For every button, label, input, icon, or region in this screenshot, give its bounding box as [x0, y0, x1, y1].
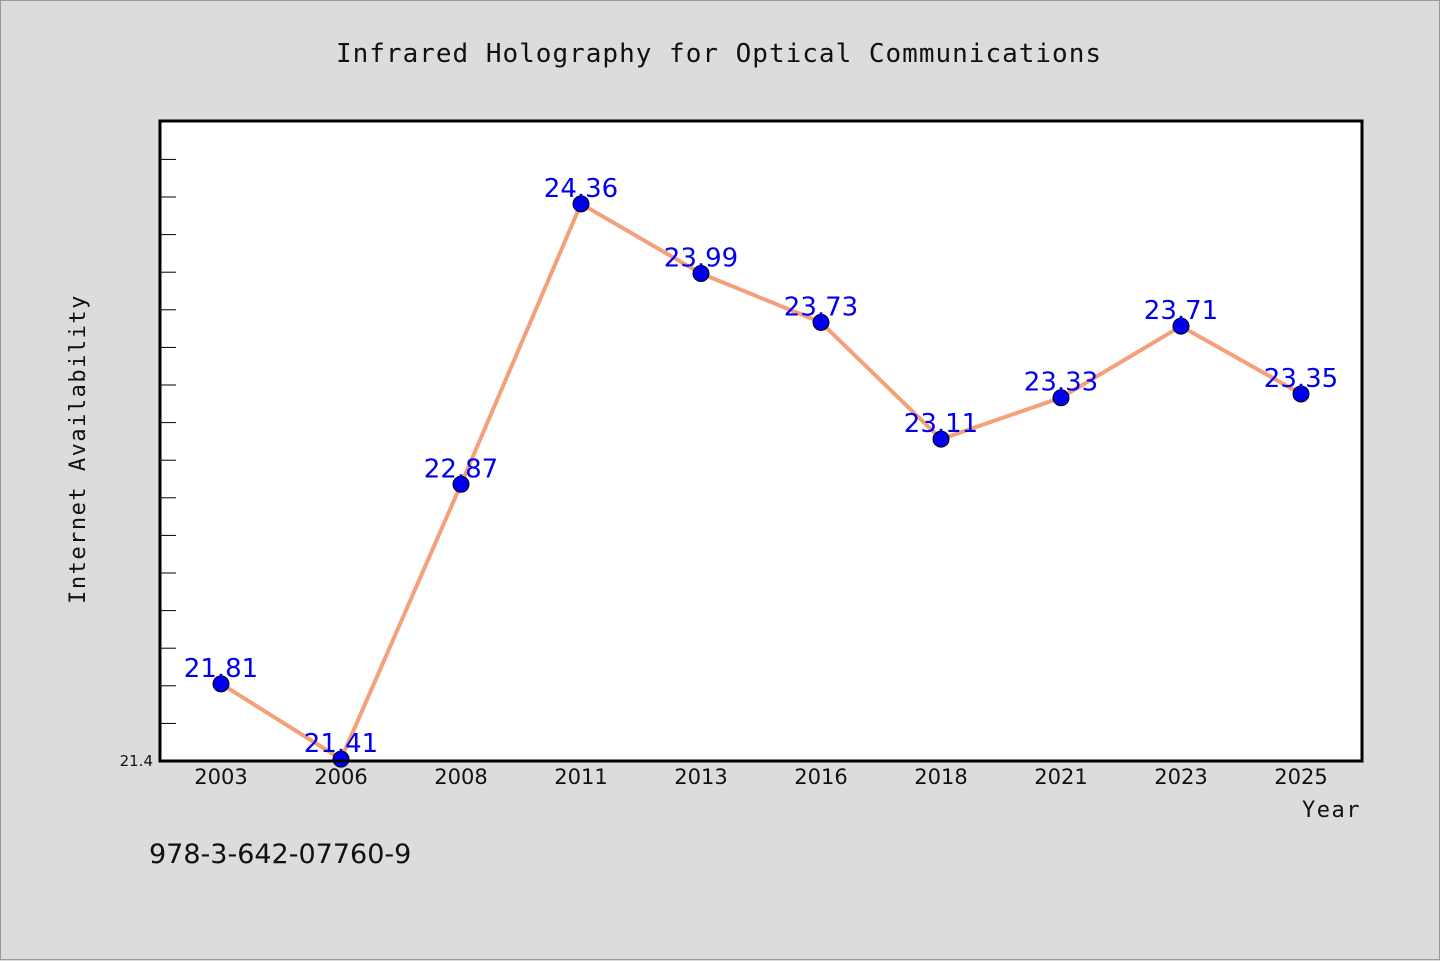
- x-tick-label: 2008: [434, 765, 487, 789]
- data-label: 23.71: [1144, 296, 1218, 326]
- y-minor-ticks: [160, 158, 176, 724]
- y-axis-label: Internet Availability: [66, 294, 91, 604]
- x-tick-label: 2013: [674, 765, 727, 789]
- data-label: 24.36: [544, 174, 618, 204]
- data-label: 23.73: [784, 292, 858, 322]
- data-point-marker: [452, 475, 470, 493]
- data-point-marker: [212, 675, 230, 693]
- x-tick-label: 2018: [914, 765, 967, 789]
- x-tick-labels: 2003 2006 2008 2011 2013 2016 2018 2021 2023 2025: [194, 765, 1327, 789]
- y-tick-labels: 21.4: [120, 752, 153, 770]
- plot-area: [160, 121, 1362, 761]
- series-group: [212, 195, 1310, 768]
- x-tick-label: 2025: [1274, 765, 1327, 789]
- data-point-marker: [1292, 385, 1310, 403]
- data-label: 21.81: [184, 654, 258, 684]
- y-tick-label: 21.4: [120, 752, 153, 770]
- data-point-marker: [1052, 389, 1070, 407]
- x-tick-label: 2023: [1154, 765, 1207, 789]
- data-label: 22.87: [424, 454, 498, 484]
- chart-title: Infrared Holography for Optical Communic…: [336, 39, 1102, 69]
- data-point-marker: [812, 313, 830, 331]
- data-point-marker: [692, 264, 710, 282]
- data-point-marker: [932, 430, 950, 448]
- x-tick-label: 2021: [1034, 765, 1087, 789]
- x-tick-label: 2016: [794, 765, 847, 789]
- data-labels-group: 21.81 21.41 22.87 24.36 23.99 23.73 23.11 23.33…: [184, 174, 1338, 759]
- x-tick-label: 2011: [554, 765, 607, 789]
- x-tick-label: 2006: [314, 765, 367, 789]
- data-label: 23.35: [1264, 364, 1338, 394]
- data-label: 23.11: [904, 409, 978, 439]
- x-axis-label: Year: [1302, 798, 1361, 823]
- data-point-marker: [332, 750, 350, 768]
- data-point-marker: [572, 195, 590, 213]
- data-point-marker: [1172, 317, 1190, 335]
- isbn-code: 978-3-642-07760-9: [149, 839, 411, 870]
- series-line: [219, 201, 1302, 762]
- x-tick-label: 2003: [194, 765, 247, 789]
- plot-border: [158, 119, 1364, 763]
- data-label: 21.41: [304, 729, 378, 759]
- data-label: 23.99: [664, 243, 738, 273]
- data-label: 23.33: [1024, 368, 1098, 398]
